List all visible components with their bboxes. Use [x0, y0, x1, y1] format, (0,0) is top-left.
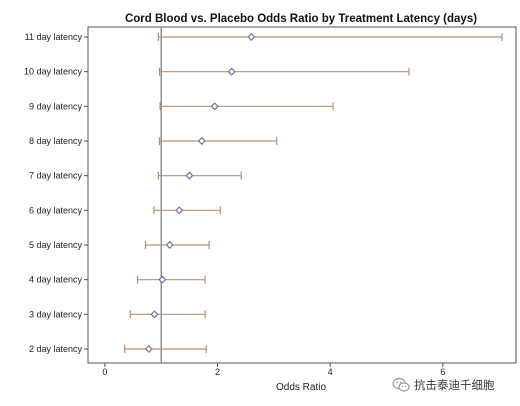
x-axis-label: Odds Ratio [276, 382, 326, 393]
category-label: 11 day latency [25, 32, 83, 42]
point-estimate-marker [210, 102, 219, 111]
x-tick-label: 4 [328, 367, 333, 377]
point-estimate-marker [165, 240, 174, 250]
category-label: 9 day latency [29, 101, 83, 111]
category-label: 8 day latency [29, 136, 83, 146]
point-estimate-marker [144, 344, 153, 354]
point-estimate-marker [197, 136, 206, 146]
point-estimate-marker [247, 32, 256, 42]
x-tick-label: 0 [102, 367, 107, 377]
category-label: 10 day latency [24, 67, 83, 77]
category-label: 2 day latency [29, 344, 83, 354]
x-tick-label: 2 [215, 367, 220, 377]
category-label: 4 day latency [29, 275, 83, 285]
point-estimate-marker [185, 171, 194, 180]
point-estimate-marker [150, 310, 159, 319]
watermark: 抗击泰迪千细胞 [392, 374, 514, 396]
category-label: 7 day latency [29, 171, 83, 181]
category-label: 3 day latency [29, 309, 83, 319]
category-label: 5 day latency [29, 240, 83, 250]
point-estimate-marker [227, 67, 236, 76]
chart-title: Cord Blood vs. Placebo Odds Ratio by Tre… [125, 13, 477, 25]
plot-frame [87, 26, 517, 364]
wechat-icon [392, 377, 410, 393]
x-tick-label: 6 [440, 367, 445, 377]
point-estimate-marker [175, 206, 184, 215]
point-estimate-marker [158, 275, 167, 284]
watermark-text: 抗击泰迪千细胞 [414, 378, 495, 392]
category-label: 6 day latency [29, 205, 83, 215]
